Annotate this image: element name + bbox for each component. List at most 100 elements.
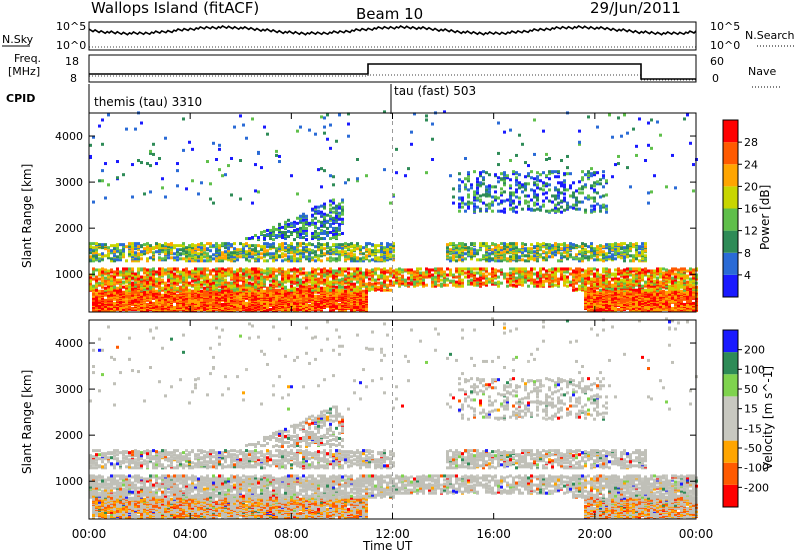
power-cell [533,272,536,276]
power-cell [335,285,338,289]
power-cell [89,273,92,277]
power-cell [416,267,419,271]
power-cell [188,272,191,276]
power-cell [476,267,479,271]
power-cell [209,242,212,246]
power-cell [536,175,539,179]
power-cell [191,254,194,258]
power-cell [278,222,281,226]
power-cell [254,280,257,284]
power-cell [92,271,95,275]
power-cell [281,242,284,246]
power-cell [488,173,491,177]
power-cell [473,251,476,255]
power-cell [305,282,308,286]
power-cell [218,294,221,298]
power-cell [167,243,170,247]
power-cell [212,285,215,289]
power-cell [497,163,500,167]
power-cell [248,237,251,241]
power-cell [497,196,500,200]
power-cell [368,287,371,291]
power-cell [374,256,377,260]
power-cell [320,167,323,171]
power-cell [320,286,323,290]
power-cell [110,286,113,290]
power-cell [326,230,329,234]
power-cell [410,282,413,286]
date-title: 29/Jun/2011 [590,0,681,17]
power-cell [458,184,461,188]
power-cell [203,267,206,271]
power-cell [266,245,269,249]
power-cell [95,268,98,272]
power-cell [194,251,197,255]
power-cell [134,289,137,293]
power-cell [467,193,470,197]
power-cell [227,253,230,257]
power-cell [218,253,221,257]
power-cell [113,250,116,254]
power-cell [134,280,137,284]
power-cell [218,256,221,260]
power-cell [140,291,143,295]
power-cell [272,274,275,278]
power-cell [110,306,113,310]
power-cell [551,170,554,174]
power-cell [476,249,479,253]
power-cell [287,307,290,311]
power-cell [125,302,128,306]
power-cell [107,249,110,253]
power-cell [260,252,263,256]
power-cell [521,190,524,194]
power-cell [458,247,461,251]
power-cell [311,218,314,222]
power-cell [449,248,452,252]
power-cell [329,214,332,218]
power-cell [188,275,191,279]
power-cell [317,242,320,246]
power-cell [458,202,461,206]
power-cell [98,124,101,128]
power-cell [353,287,356,291]
power-cell [245,273,248,277]
power-cell [89,285,92,289]
power-cell [500,187,503,191]
power-cell [128,283,131,287]
power-cell [458,172,461,176]
power-cell [197,272,200,276]
power-cell [473,190,476,194]
power-cell [392,254,395,258]
power-cell [470,242,473,246]
power-cell [251,282,254,286]
power-cell [245,136,248,140]
power-cell [341,267,344,271]
power-cell [149,272,152,276]
power-cell [272,267,275,271]
power-cell [356,157,359,161]
power-cell [113,281,116,285]
power-cell [380,253,383,257]
power-cell [470,251,473,255]
power-cell [509,267,512,271]
power-cell [245,278,248,282]
power-cell [200,250,203,254]
power-cell [281,225,284,229]
power-cell [266,232,269,236]
power-cell [131,195,134,199]
power-cell [419,279,422,283]
power-cell [116,267,119,271]
power-cell [452,273,455,277]
power-cell [302,246,305,250]
power-cell [302,280,305,284]
power-cell [476,177,479,181]
power-cell [299,214,302,218]
power-cell [125,127,128,131]
power-cell [191,289,194,293]
power-cell [245,257,248,261]
power-cell [386,275,389,279]
power-cell [167,283,170,287]
power-cell [125,288,128,292]
power-cell [194,244,197,248]
